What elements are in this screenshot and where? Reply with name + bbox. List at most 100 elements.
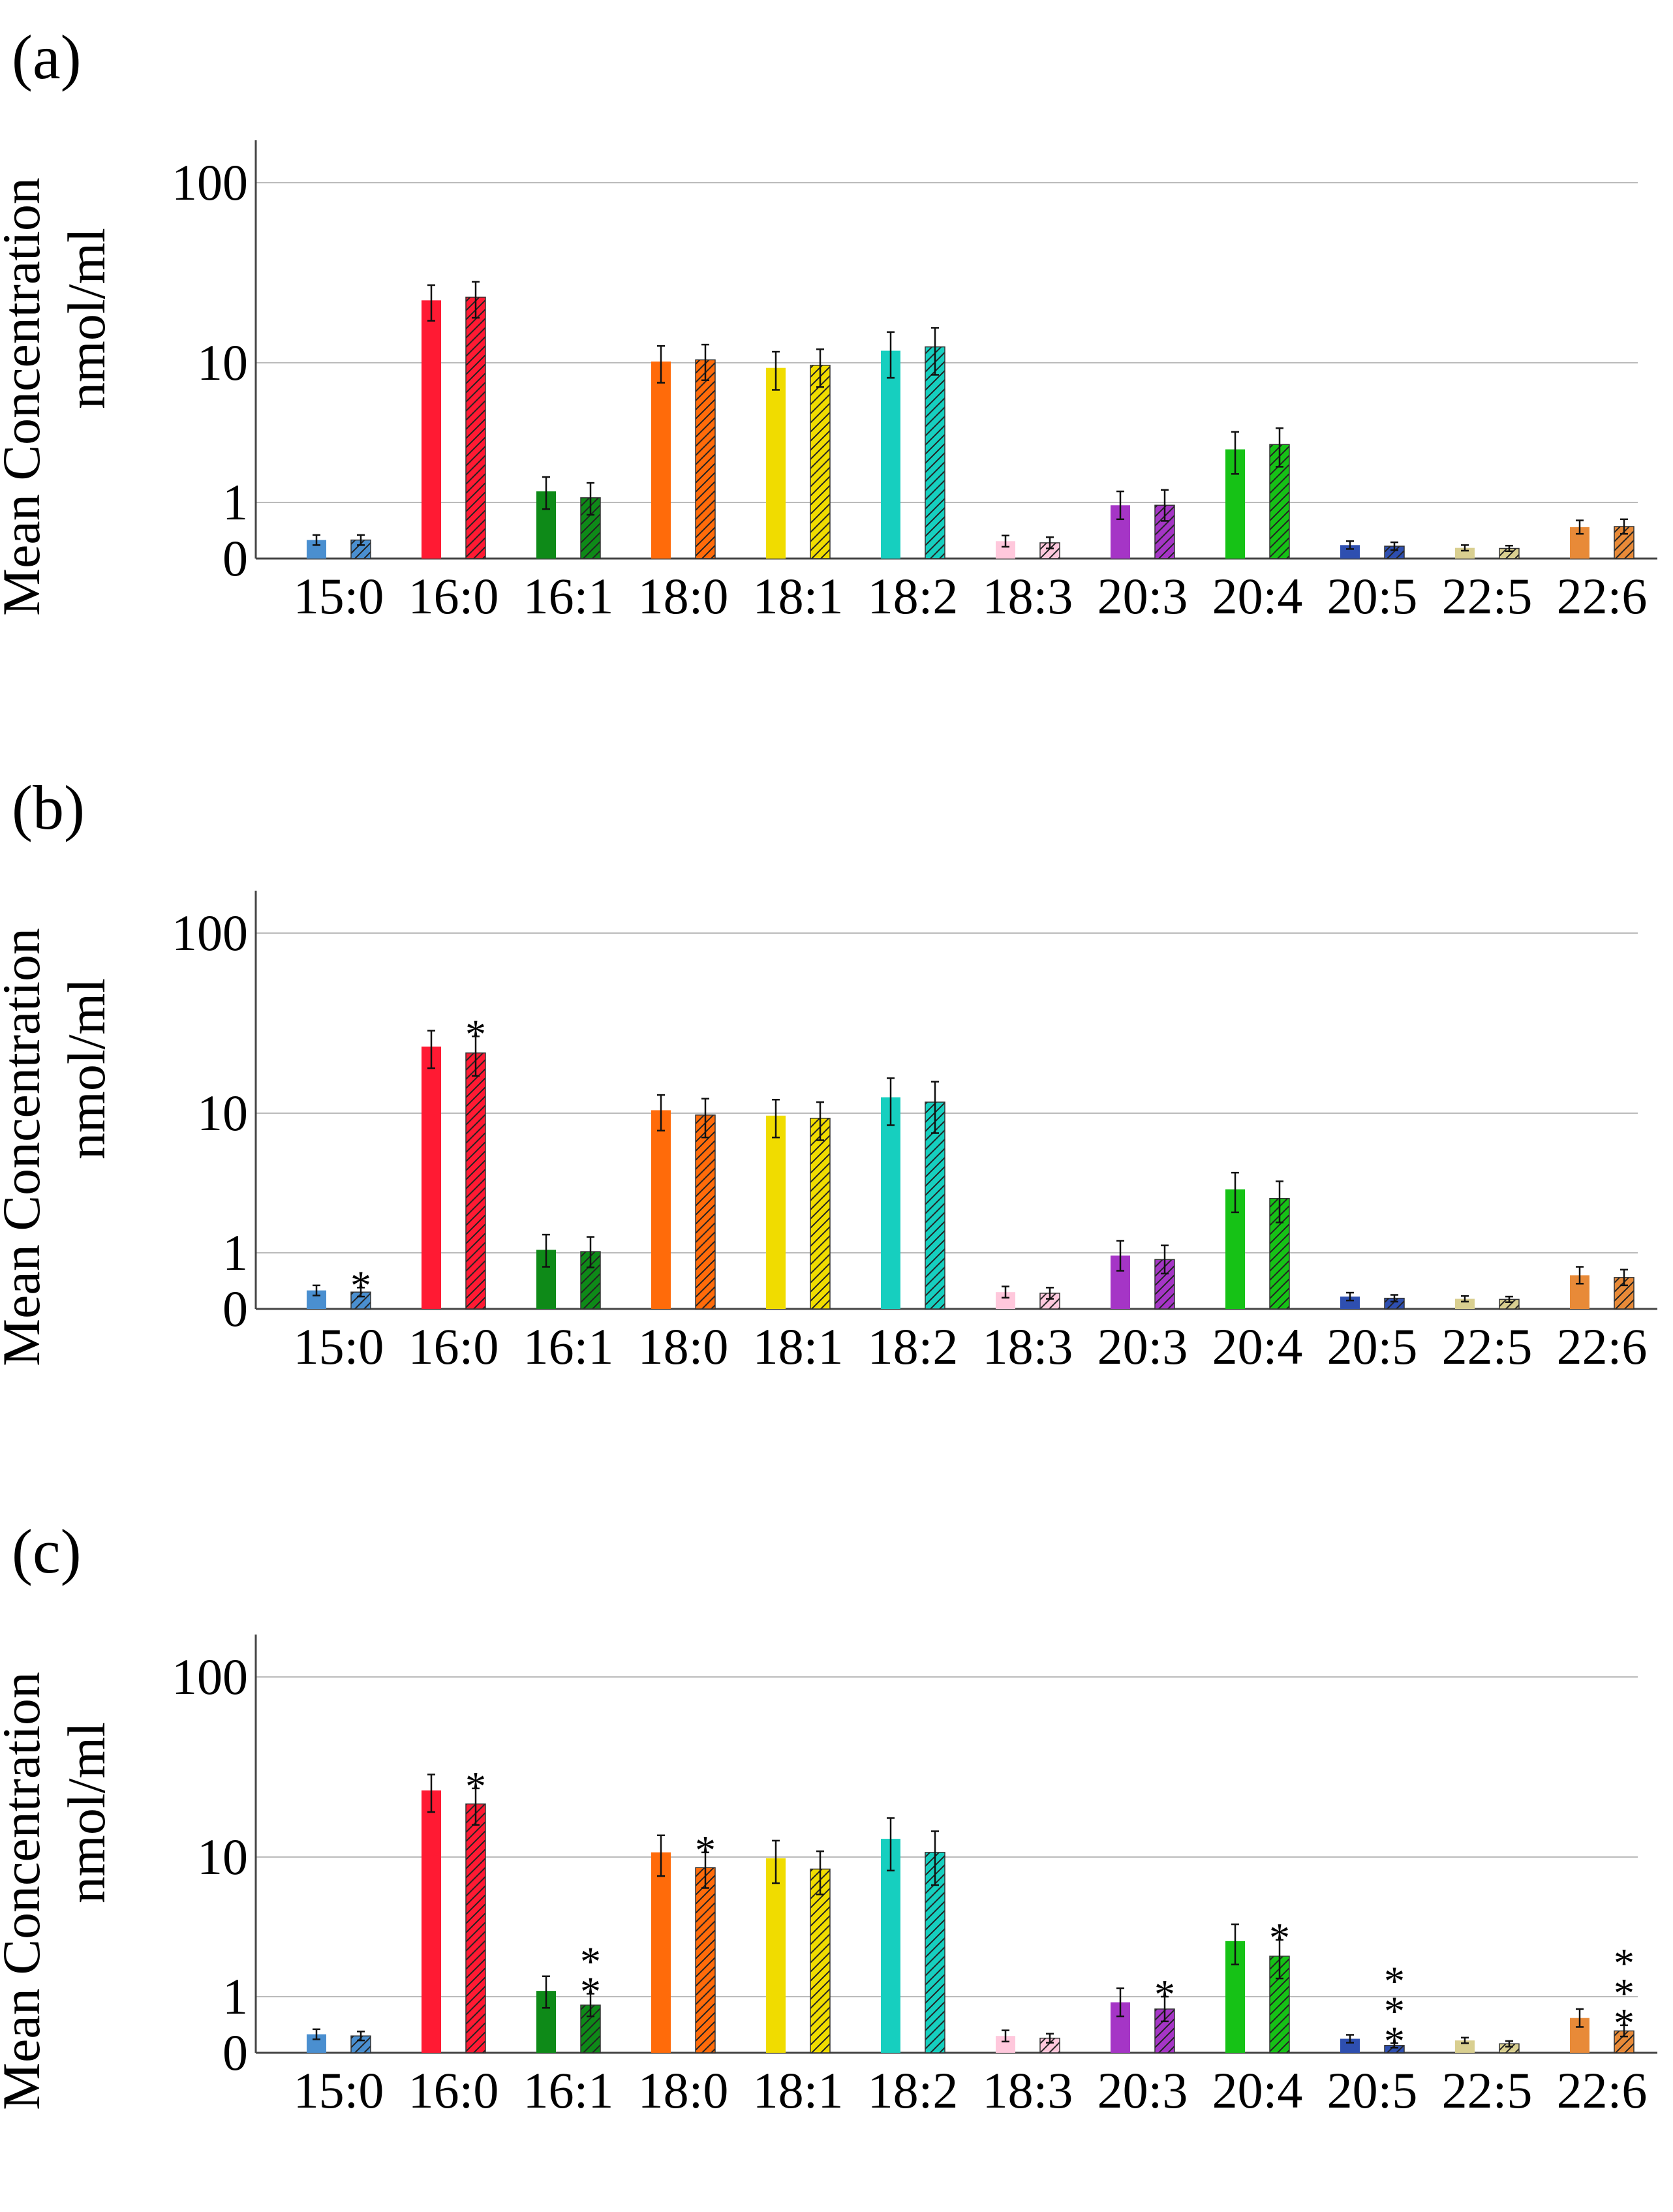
significance-asterisk: * — [1614, 1940, 1635, 1986]
y-tick-label: 1 — [223, 474, 248, 530]
error-bar — [1346, 540, 1354, 550]
x-category-label: 20:5 — [1327, 2062, 1418, 2119]
error-bar — [1390, 541, 1398, 551]
y-tick-label: 100 — [172, 154, 248, 211]
bar-18-1-hatched — [810, 1117, 831, 1310]
x-category-label: 16:1 — [523, 568, 614, 624]
error-bar — [1002, 1285, 1009, 1299]
error-bar — [1620, 2024, 1628, 2038]
x-category-label: 20:4 — [1212, 1318, 1303, 1375]
x-category-label: 18:1 — [753, 2062, 844, 2119]
y-tick-label: 0 — [223, 2024, 248, 2081]
x-category-label: 20:5 — [1327, 1318, 1418, 1375]
bar-18-0-hatched — [695, 359, 716, 559]
error-bar — [1276, 1939, 1283, 1980]
significance-asterisk: * — [580, 1968, 601, 2014]
bar-16-0-solid — [422, 1790, 441, 2053]
error-bar — [1576, 1266, 1584, 1285]
bar-18-0-solid — [651, 1110, 671, 1309]
x-category-label: 16:1 — [523, 1318, 614, 1375]
significance-asterisk: * — [580, 1938, 601, 1984]
error-bar — [1505, 544, 1513, 553]
error-bar — [931, 327, 939, 376]
error-bar — [587, 482, 594, 516]
y-tick-label: 1 — [223, 1224, 248, 1281]
bar-22-5-solid — [1455, 1298, 1475, 1309]
error-bar — [1576, 519, 1584, 535]
error-bar — [357, 2031, 365, 2042]
error-bar — [542, 476, 550, 510]
error-bar — [1116, 1240, 1124, 1272]
panel-c: (c) Mean Concentration nmol/ml 100 10 1 0 15:0… — [0, 1494, 1673, 2212]
significance-asterisk: * — [1384, 1958, 1405, 2004]
error-bar — [1161, 489, 1169, 522]
bar-18-2-solid — [881, 1097, 900, 1309]
bar-18-1-solid — [766, 1115, 786, 1309]
error-bar — [772, 1839, 780, 1884]
chart-a: Mean Concentration nmol/ml 100 10 10 15:0 16:0… — [0, 140, 1657, 624]
bar-16-0-hatched — [465, 296, 486, 559]
error-bar — [427, 1030, 435, 1069]
panel-label: (c) — [12, 1516, 82, 1586]
x-category-label: 22:6 — [1557, 1318, 1648, 1375]
y-axis-title-line1: Mean Concentration — [0, 177, 51, 616]
error-bar — [1231, 1923, 1239, 1965]
bar-16-0-hatched — [465, 1052, 486, 1310]
error-bar — [472, 281, 480, 319]
error-bar — [657, 1094, 665, 1131]
bar-18-0-hatched — [695, 1867, 716, 2053]
x-category-label: 18:3 — [983, 2062, 1073, 2119]
y-axis-title-line2: nmol/ml — [57, 1722, 116, 1903]
error-bar — [1116, 1987, 1124, 2018]
error-bar — [1505, 1295, 1513, 1303]
y-tick-label: 10 — [197, 1828, 248, 1885]
error-bar — [1461, 2036, 1469, 2044]
error-bar — [1231, 1171, 1239, 1214]
error-bar — [587, 1993, 594, 2018]
bar-18-2-solid — [881, 350, 900, 559]
bar-18-0-hatched — [695, 1114, 716, 1310]
x-category-label: 16:0 — [408, 1318, 499, 1375]
error-bar — [887, 1077, 895, 1126]
error-bar — [1161, 1995, 1169, 2023]
error-bar — [1116, 490, 1124, 521]
error-bar — [472, 1036, 480, 1077]
bar-18-0-solid — [651, 1852, 671, 2053]
bar-18-1-solid — [766, 367, 786, 559]
error-bar — [887, 1817, 895, 1871]
x-category-label: 18:0 — [638, 568, 729, 624]
error-bar — [1002, 2029, 1009, 2043]
x-category-label: 22:5 — [1442, 2062, 1533, 2119]
error-bar — [657, 345, 665, 384]
bar-20-5-solid — [1340, 1297, 1360, 1309]
error-bar — [1046, 536, 1054, 549]
error-bar — [816, 1101, 824, 1141]
error-bar — [772, 1099, 780, 1139]
error-bar — [701, 343, 709, 381]
significance-asterisk: * — [350, 1262, 371, 1308]
chart-b: Mean Concentration nmol/ml 100 10 10 * 15:0 * 16… — [0, 891, 1657, 1375]
bar-18-2-hatched — [925, 1101, 945, 1310]
error-bar — [1505, 2040, 1513, 2048]
x-category-label: 18:3 — [983, 1318, 1073, 1375]
x-category-label: 18:1 — [753, 1318, 844, 1375]
error-bar — [816, 1850, 824, 1896]
x-category-label: 18:0 — [638, 1318, 729, 1375]
error-bar — [701, 1851, 709, 1889]
y-tick-label: 10 — [197, 1084, 248, 1141]
bar-22-5-solid — [1455, 547, 1475, 559]
error-bar — [313, 534, 320, 546]
significance-asterisk: * — [1614, 2000, 1635, 2046]
error-bar — [1046, 2033, 1054, 2044]
x-category-label: 18:2 — [868, 568, 959, 624]
y-axis-title-line2: nmol/ml — [57, 978, 116, 1160]
bar-20-5-solid — [1340, 2038, 1360, 2053]
panel-a: (a) Mean Concentration nmol/ml 100 10 1 0 15:0… — [0, 0, 1673, 718]
x-category-label: 22:6 — [1557, 2062, 1648, 2119]
error-bar — [1461, 544, 1469, 552]
bar-18-1-hatched — [810, 1868, 831, 2053]
y-tick-label: 10 — [197, 334, 248, 391]
bar-18-1-hatched — [810, 365, 831, 559]
error-bar — [427, 284, 435, 322]
bar-18-1-solid — [766, 1858, 786, 2053]
